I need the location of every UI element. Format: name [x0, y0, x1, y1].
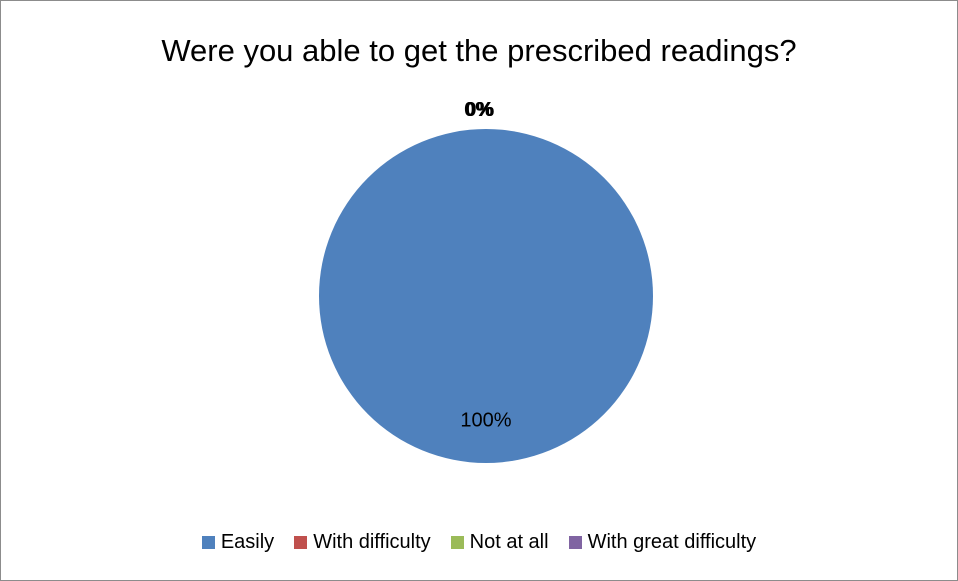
legend-item-easily: Easily — [201, 531, 275, 554]
chart-legend: Easily With difficulty Not at all With grea… — [0, 531, 958, 554]
pie-slice-easily — [319, 129, 653, 463]
data-label-with-great-difficulty: 0% — [465, 99, 494, 121]
legend-label: Easily — [220, 531, 275, 553]
legend-item-with-difficulty: With difficulty — [294, 531, 431, 554]
chart-title: Were you able to get the prescribed read… — [161, 33, 797, 68]
data-label-easily: 100% — [460, 409, 511, 431]
legend-item-not-at-all: Not at all — [450, 531, 549, 554]
legend-swatch — [568, 536, 582, 549]
legend-label: With great difficulty — [587, 531, 757, 553]
legend-swatch — [450, 536, 464, 549]
legend-swatch — [294, 536, 308, 549]
legend-label: Not at all — [469, 531, 549, 553]
legend-item-with-great-difficulty: With great difficulty — [568, 531, 757, 554]
legend-swatch — [201, 536, 215, 549]
data-label-with-difficulty: 0% — [464, 99, 493, 121]
data-label-not-at-all: 0% — [465, 99, 494, 121]
legend-label: With difficulty — [313, 531, 431, 553]
